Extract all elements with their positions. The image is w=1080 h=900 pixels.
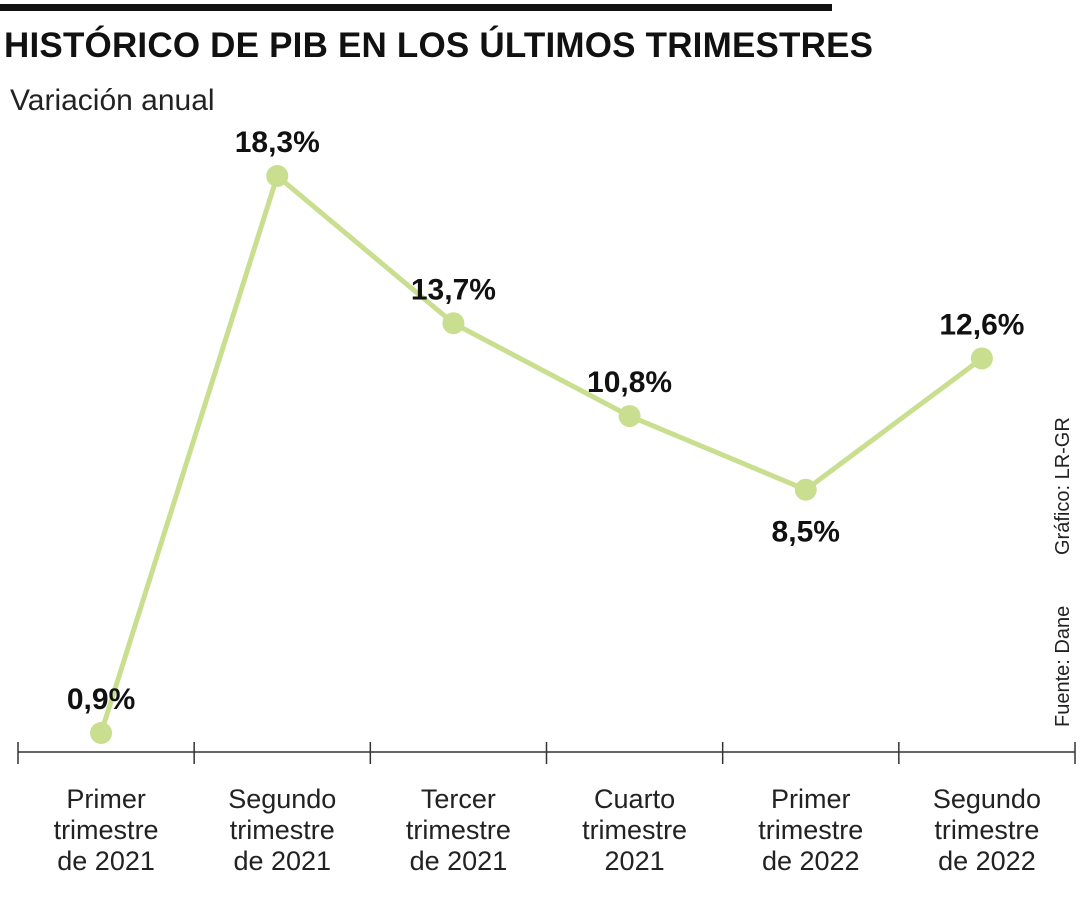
x-tick-label-2: Segundo trimestre de 2021 (228, 784, 336, 876)
data-label-1: 0,9% (67, 683, 135, 716)
x-tick-label-6: Segundo trimestre de 2022 (933, 784, 1041, 876)
x-tick-label-3: Tercer trimestre de 2021 (406, 784, 511, 876)
data-point-1 (90, 722, 113, 744)
chart-title: HISTÓRICO DE PIB EN LOS ÚLTIMOS TRIMESTR… (4, 26, 874, 65)
series-line-layer (98, 173, 985, 736)
x-tick-labels: Primer trimestre de 2021 Segundo trimestre de… (54, 784, 1041, 876)
data-point-2 (266, 165, 289, 187)
data-points (90, 165, 993, 744)
series-line (98, 173, 985, 736)
data-point-3 (442, 312, 465, 335)
data-point-6 (970, 347, 993, 370)
data-point-4 (618, 405, 641, 428)
x-tick-label-1: Primer trimestre de 2021 (54, 784, 159, 876)
top-rule (0, 4, 832, 11)
chart-credit: Gráfico: LR-GR (1052, 417, 1074, 555)
x-tick-label-5: Primer trimestre de 2022 (758, 784, 863, 876)
chart-subtitle: Variación anual (10, 84, 215, 117)
data-point-5 (794, 478, 817, 501)
data-label-3: 13,7% (411, 273, 496, 306)
data-labels: 0,9% 18,3% 13,7% 10,8% 8,5% 12,6% (67, 126, 1025, 716)
data-label-2: 18,3% (235, 126, 320, 159)
data-label-4: 10,8% (587, 366, 672, 399)
data-label-6: 12,6% (939, 308, 1024, 341)
source-credit: Fuente: Dane (1052, 605, 1074, 727)
x-tick-label-4: Cuarto trimestre 2021 (582, 784, 687, 876)
data-label-5: 8,5% (772, 516, 840, 549)
x-axis (17, 742, 1076, 764)
